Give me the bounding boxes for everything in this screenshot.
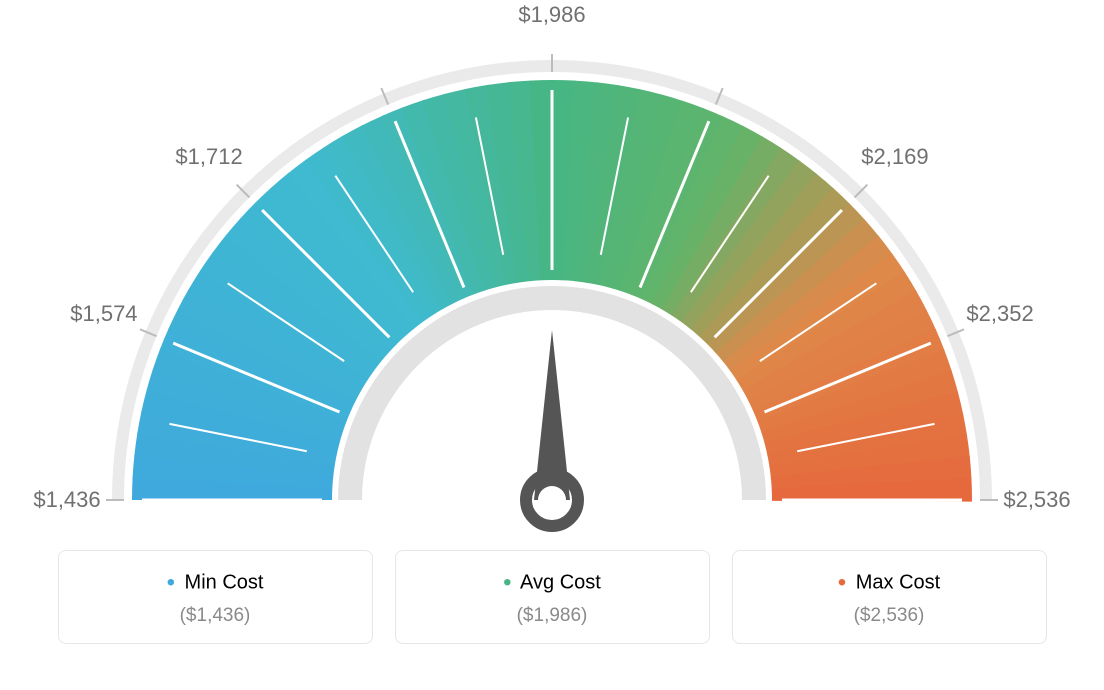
gauge-chart [0, 0, 1104, 560]
gauge-tick-label: $1,436 [33, 487, 100, 513]
min-cost-card: • Min Cost ($1,436) [58, 550, 373, 644]
gauge-tick-label: $2,169 [861, 144, 928, 170]
gauge-container: $1,436 $1,574 $1,712 $1,986 $2,169 $2,352 $2,5… [0, 0, 1104, 560]
min-cost-label: Min Cost [185, 571, 264, 593]
max-cost-card: • Max Cost ($2,536) [732, 550, 1047, 644]
max-cost-label: Max Cost [856, 571, 940, 593]
gauge-tick-label: $1,712 [175, 144, 242, 170]
max-dot-icon: • [838, 569, 846, 596]
summary-cards: • Min Cost ($1,436) • Avg Cost ($1,986) … [0, 550, 1104, 644]
gauge-tick-label: $1,574 [70, 301, 137, 327]
gauge-tick-label: $2,536 [1003, 487, 1070, 513]
avg-cost-card: • Avg Cost ($1,986) [395, 550, 710, 644]
min-cost-title: • Min Cost [69, 569, 362, 597]
gauge-tick-label: $1,986 [518, 2, 585, 28]
avg-dot-icon: • [503, 569, 511, 596]
min-dot-icon: • [167, 569, 175, 596]
max-cost-value: ($2,536) [743, 605, 1036, 627]
max-cost-title: • Max Cost [743, 569, 1036, 597]
avg-cost-title: • Avg Cost [406, 569, 699, 597]
avg-cost-label: Avg Cost [520, 571, 601, 593]
gauge-tick-label: $2,352 [966, 301, 1033, 327]
min-cost-value: ($1,436) [69, 605, 362, 627]
avg-cost-value: ($1,986) [406, 605, 699, 627]
